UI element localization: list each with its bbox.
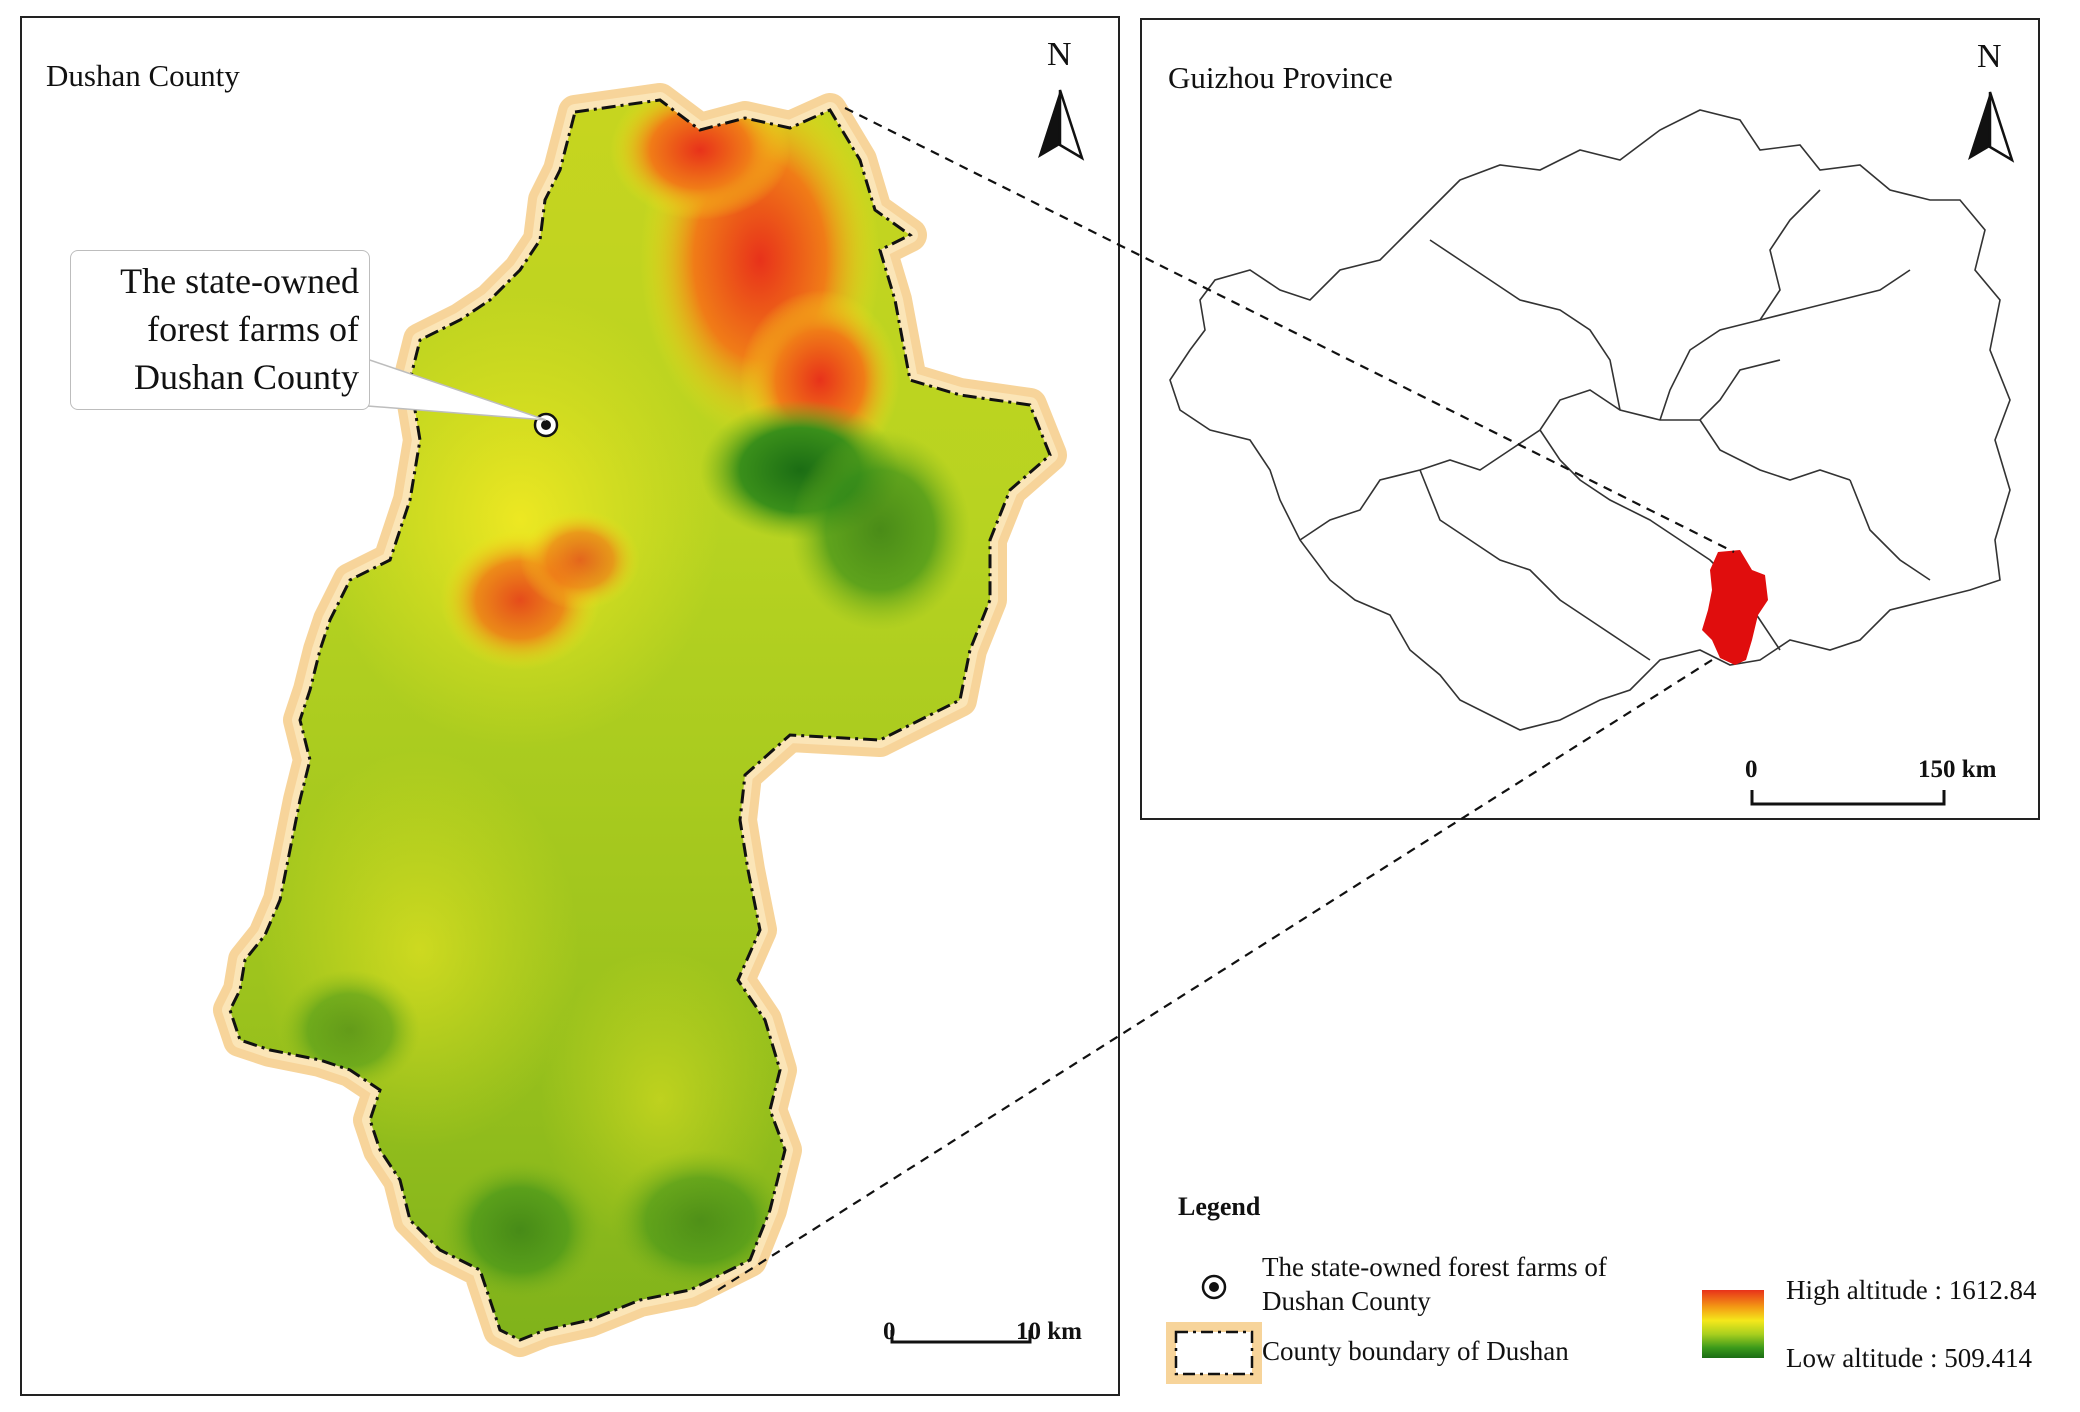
legend-boundary-icon <box>1166 1322 1262 1384</box>
north-arrow-icon-left <box>1038 89 1085 161</box>
scale-left-end: 10 km <box>1016 1318 1082 1345</box>
guizhou-province-map-panel: Guizhou Province <box>1140 18 2040 820</box>
callout-line-3: Dushan County <box>134 357 359 397</box>
north-label-left: N <box>1047 36 1072 73</box>
panel-title-dushan: Dushan County <box>46 58 240 93</box>
scale-bar-right <box>1750 790 1946 806</box>
panel-title-guizhou: Guizhou Province <box>1168 60 1393 95</box>
legend-elevation-ramp <box>1702 1290 1764 1358</box>
legend-farm-label: The state-owned forest farms of Dushan C… <box>1262 1252 1607 1316</box>
dushan-highlight <box>1702 550 1768 665</box>
scale-left-start: 0 <box>883 1318 896 1345</box>
legend-farm-icon <box>1201 1274 1227 1300</box>
north-arrow-icon-right <box>1968 91 2015 163</box>
guizhou-outline <box>1169 109 2011 731</box>
forest-farm-callout: The state-owned forest farms of Dushan C… <box>70 250 370 410</box>
callout-line-2: forest farms of <box>147 309 359 349</box>
legend-high-altitude: High altitude : 1612.84 <box>1786 1275 2037 1305</box>
north-label-right: N <box>1977 38 2002 75</box>
scale-right-end: 150 km <box>1918 756 1997 783</box>
legend-title: Legend <box>1178 1192 1261 1221</box>
legend-boundary-label: County boundary of Dushan <box>1262 1336 1569 1366</box>
scale-bar-left <box>890 1330 1032 1344</box>
scale-right-start: 0 <box>1745 756 1758 783</box>
legend-low-altitude: Low altitude : 509.414 <box>1786 1343 2032 1373</box>
callout-line-1: The state-owned <box>120 261 359 301</box>
